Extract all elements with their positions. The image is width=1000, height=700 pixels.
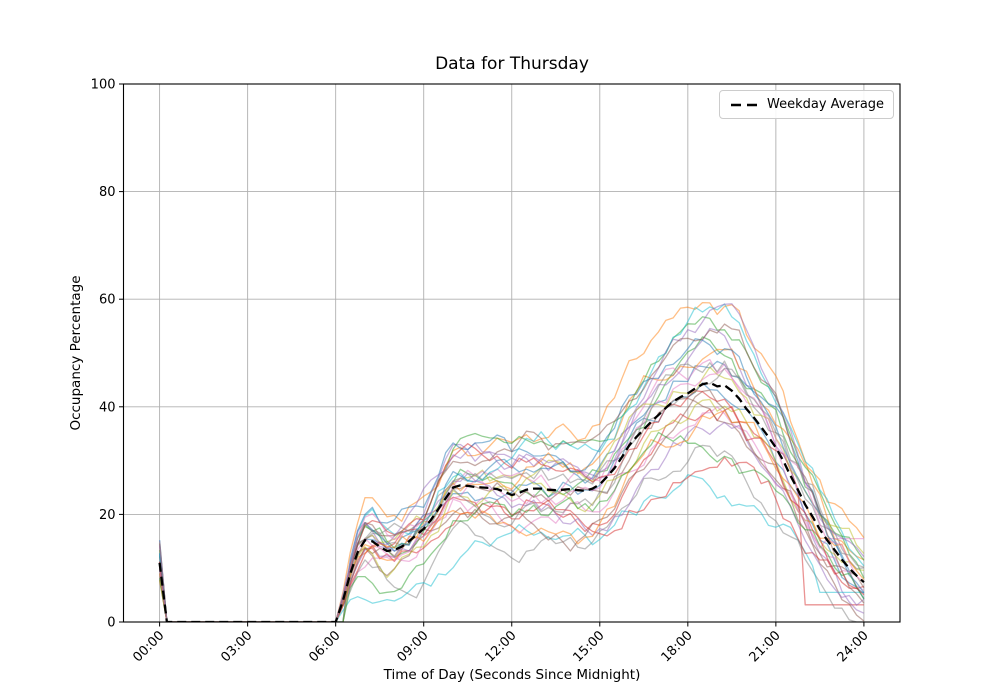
legend-label: Weekday Average [767,97,885,112]
y-tick-label: 20 [99,508,116,523]
trace-line [158,336,865,622]
x-tick-label: 03:00 [218,628,255,665]
trace-line [158,301,865,622]
x-tick-label: 06:00 [306,628,343,665]
y-tick-label: 80 [99,185,116,200]
trace-line [158,444,864,622]
trace-line [158,358,865,622]
trace-line [158,303,865,622]
x-tick-label: 21:00 [747,628,784,665]
y-tick-label: 100 [91,78,116,93]
x-axis-label: Time of Day (Seconds Since Midnight) [383,667,641,683]
x-tick-label: 00:00 [130,628,167,665]
trace-line [158,366,865,622]
x-tick-label: 09:00 [394,628,431,665]
x-tick-label: 15:00 [571,628,608,665]
trace-line [158,456,865,622]
y-tick-label: 40 [99,400,116,415]
dashed-line-icon [731,103,757,106]
chart-title: Data for Thursday [435,54,589,74]
average-line [158,381,865,622]
y-tick-label: 0 [107,616,115,631]
x-tick-label: 24:00 [835,628,872,665]
y-tick-label: 60 [99,293,116,308]
trace-line [158,348,865,622]
trace-line [158,397,865,622]
legend: Weekday Average [719,90,894,119]
trace-line [158,360,864,622]
x-tick-label: 12:00 [482,628,519,665]
trace-line [158,323,865,622]
trace-line [158,367,865,622]
trace-line [158,368,865,622]
trace-line [158,303,865,622]
trace-line [158,390,865,622]
trace-line [158,474,864,622]
trace-line [158,431,865,622]
y-axis-label: Occupancy Percentage [68,275,84,431]
x-tick-label: 18:00 [659,628,696,665]
trace-line [158,410,865,622]
